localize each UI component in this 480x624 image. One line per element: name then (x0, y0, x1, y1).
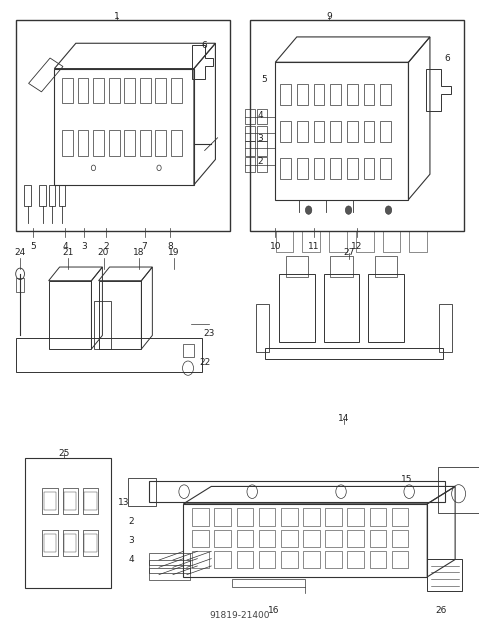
Bar (149, 481, 444, 502)
Text: 91819-21400: 91819-21400 (210, 610, 270, 620)
Bar (302, 232, 320, 252)
Text: 27: 27 (343, 248, 355, 258)
Bar (257, 126, 267, 140)
Text: 14: 14 (338, 414, 349, 423)
Bar (330, 256, 353, 276)
Bar (83, 488, 98, 514)
Text: 20: 20 (98, 248, 109, 258)
Bar (83, 530, 98, 556)
Bar (276, 232, 293, 252)
Bar (329, 232, 347, 252)
Circle shape (385, 206, 392, 214)
Bar (84, 534, 96, 552)
Text: 8: 8 (168, 242, 173, 251)
Bar (232, 578, 305, 587)
Bar (279, 274, 315, 342)
Text: 26: 26 (435, 606, 447, 615)
Bar (16, 20, 230, 232)
Text: 2: 2 (128, 517, 134, 526)
Text: 7: 7 (142, 242, 147, 251)
Bar (149, 553, 191, 565)
Bar (94, 301, 111, 349)
Bar (149, 560, 191, 573)
Bar (182, 344, 193, 357)
Bar (409, 232, 427, 252)
Text: 6: 6 (202, 41, 207, 50)
Text: 19: 19 (168, 248, 180, 258)
Bar (438, 467, 480, 512)
Text: 4: 4 (62, 242, 68, 251)
Bar (64, 534, 76, 552)
Text: 18: 18 (133, 248, 144, 258)
Text: 24: 24 (14, 248, 26, 258)
Text: 13: 13 (119, 497, 130, 507)
Text: 21: 21 (63, 248, 74, 258)
Text: 4: 4 (128, 555, 134, 564)
Bar (44, 534, 56, 552)
Bar (42, 488, 58, 514)
Bar (257, 141, 267, 155)
Text: 10: 10 (270, 242, 281, 251)
Text: 2: 2 (257, 157, 263, 166)
Bar (49, 185, 55, 206)
Bar (356, 232, 374, 252)
Bar (383, 232, 400, 252)
Text: 25: 25 (58, 449, 70, 457)
Bar (25, 458, 111, 588)
Bar (257, 157, 267, 172)
Bar (16, 278, 24, 291)
Bar (39, 185, 46, 206)
Bar (16, 338, 202, 373)
Text: 3: 3 (82, 242, 87, 251)
Bar (427, 560, 462, 591)
Bar (245, 109, 255, 124)
Text: 4: 4 (257, 110, 263, 120)
Bar (375, 256, 397, 276)
Bar (245, 141, 255, 155)
Bar (59, 185, 65, 206)
Text: 16: 16 (268, 606, 280, 615)
Bar (368, 274, 404, 342)
Bar (286, 256, 308, 276)
Text: 3: 3 (257, 134, 263, 143)
Text: 5: 5 (30, 242, 36, 251)
Bar (84, 492, 96, 510)
Bar (44, 492, 56, 510)
Bar (128, 478, 156, 505)
Text: 23: 23 (203, 329, 215, 338)
Text: 9: 9 (326, 12, 332, 21)
Bar (256, 304, 269, 352)
Text: 15: 15 (401, 475, 412, 484)
Bar (62, 530, 78, 556)
Text: 3: 3 (128, 536, 134, 545)
Text: 2: 2 (103, 242, 108, 251)
Bar (324, 274, 360, 342)
Bar (265, 348, 444, 359)
Text: 6: 6 (444, 54, 450, 62)
Circle shape (305, 206, 312, 214)
Bar (250, 20, 464, 232)
Bar (245, 157, 255, 172)
Bar (257, 109, 267, 124)
Bar (42, 530, 58, 556)
Text: 11: 11 (308, 242, 320, 251)
Bar (439, 304, 452, 352)
Bar (24, 185, 31, 206)
Bar (62, 488, 78, 514)
Text: 12: 12 (351, 242, 362, 251)
Text: 1: 1 (114, 12, 120, 21)
Text: 5: 5 (262, 75, 267, 84)
Circle shape (345, 206, 352, 214)
Text: 22: 22 (199, 358, 210, 367)
Bar (245, 126, 255, 140)
Bar (64, 492, 76, 510)
Bar (149, 568, 191, 580)
